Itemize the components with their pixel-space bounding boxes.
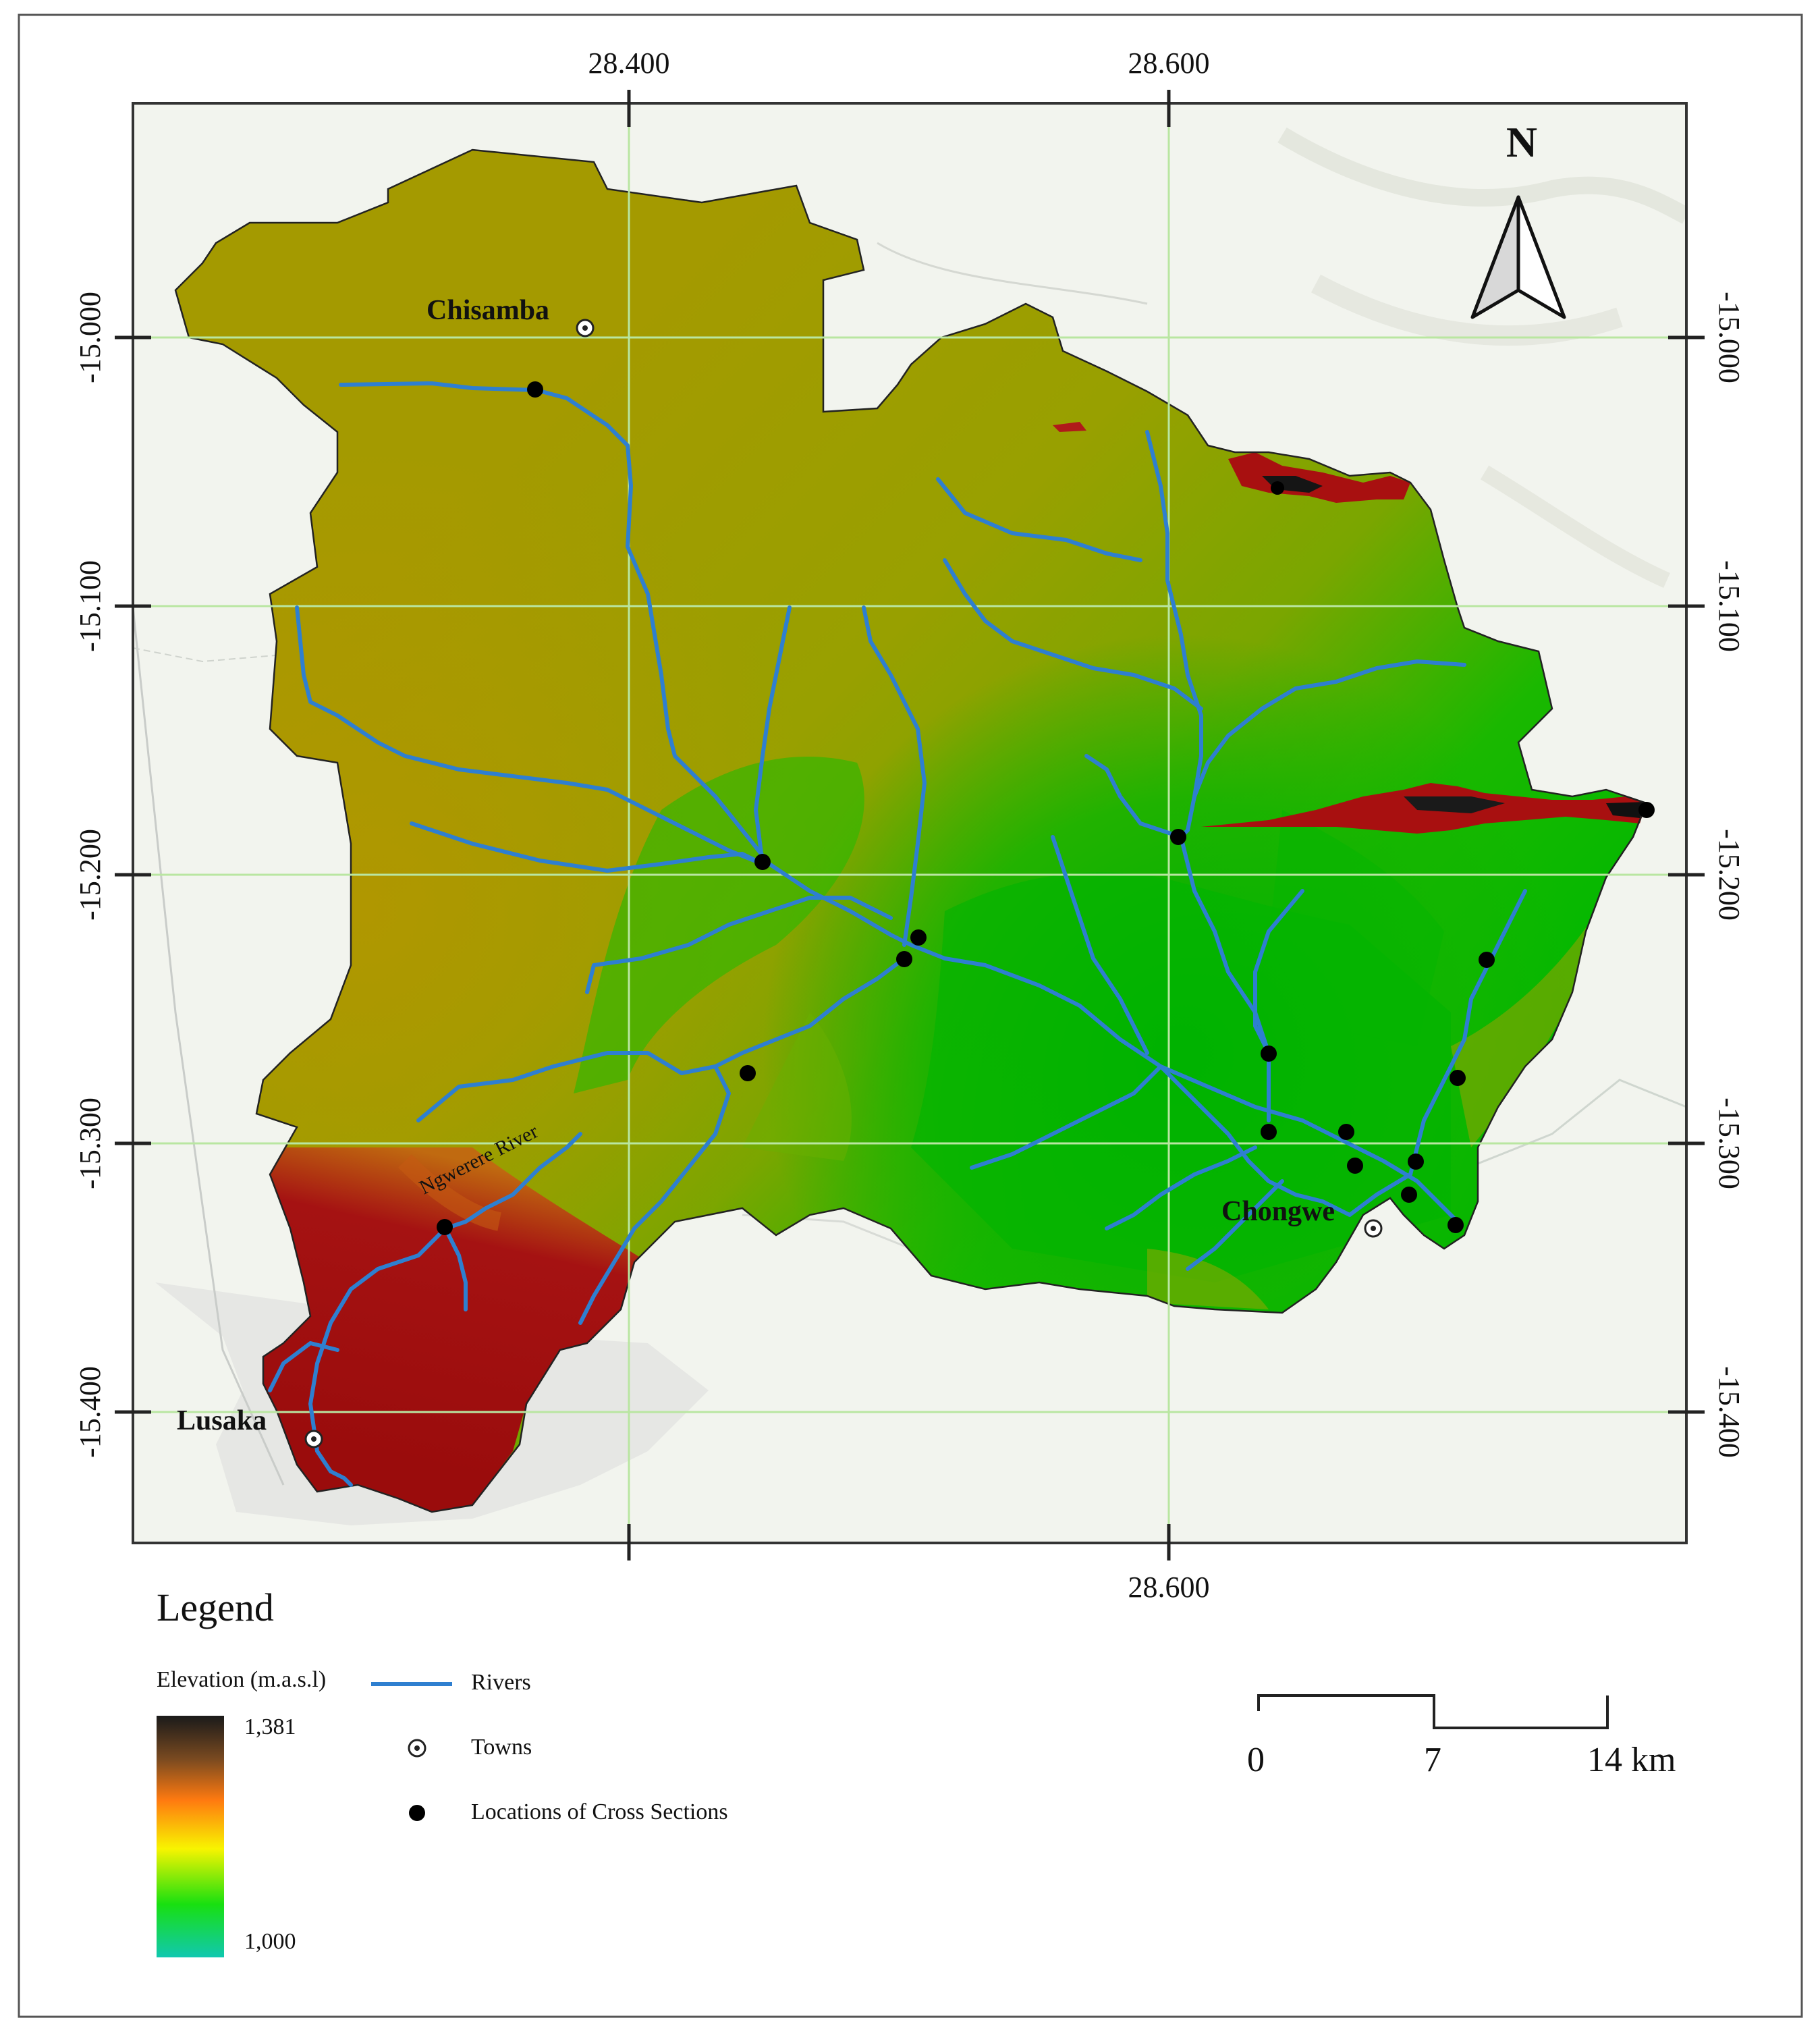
basin-boundary	[174, 148, 1648, 1513]
cross-section-point	[1450, 1070, 1466, 1086]
towns-legend-label: Towns	[471, 1735, 532, 1760]
elevation-color-ramp	[157, 1716, 224, 1957]
cross-section-point	[1271, 481, 1284, 495]
cross-section-point	[754, 854, 771, 870]
lat-label-right-15200: -15.200	[1713, 829, 1746, 921]
graticule	[133, 103, 1686, 1543]
cross-section-point	[1447, 1217, 1464, 1233]
lat-label-right-15300: -15.300	[1713, 1097, 1746, 1189]
lat-label-left-15300: -15.300	[74, 1097, 107, 1189]
cross-section-point	[1261, 1046, 1277, 1062]
town-marker-lusaka	[304, 1430, 323, 1448]
north-label: N	[1506, 118, 1537, 166]
lon-label-top-28400: 28.400	[588, 47, 670, 80]
lat-label-left-15100: -15.100	[74, 560, 107, 652]
town-marker-chongwe	[1364, 1219, 1383, 1238]
cross-sections-legend-label: Locations of Cross Sections	[471, 1799, 728, 1824]
lat-label-right-15100: -15.100	[1713, 560, 1746, 652]
lon-label-top-28600: 28.600	[1128, 47, 1210, 80]
map-frame	[132, 102, 1688, 1544]
lat-label-left-15200: -15.200	[74, 829, 107, 921]
scale-bar	[1257, 1694, 1609, 1729]
lat-label-right-15000: -15.000	[1713, 292, 1746, 383]
lat-label-right-15400: -15.400	[1713, 1366, 1746, 1458]
scale-label-7: 7	[1424, 1741, 1441, 1779]
elevation-legend-title: Elevation (m.a.s.l)	[157, 1667, 327, 1692]
north-arrow-icon	[1470, 195, 1566, 319]
cross-section-point	[1170, 829, 1186, 845]
lon-label-bottom-28600: 28.600	[1128, 1571, 1210, 1604]
rivers-legend-label: Rivers	[471, 1670, 531, 1695]
towns-layer	[304, 319, 1383, 1448]
cross-section-point	[1347, 1158, 1363, 1174]
frame-ticks	[115, 90, 1705, 1561]
elevation-max-label: 1,381	[244, 1714, 296, 1739]
figure-frame	[18, 13, 1803, 2018]
cross-section-point	[1261, 1124, 1277, 1140]
lat-label-left-15400: -15.400	[74, 1366, 107, 1458]
cross-section-point	[1408, 1154, 1424, 1170]
legend-title: Legend	[157, 1585, 274, 1629]
cross-section-legend-icon	[409, 1805, 425, 1821]
cross-section-points	[437, 381, 1655, 1235]
town-label-chisamba: Chisamba	[426, 295, 549, 326]
lat-label-left-15000: -15.000	[74, 292, 107, 383]
cross-section-point	[1338, 1124, 1354, 1140]
cross-section-point	[1638, 802, 1655, 818]
town-label-chongwe: Chongwe	[1221, 1196, 1335, 1227]
towns-legend-icon	[408, 1739, 426, 1758]
cross-section-point	[1401, 1187, 1417, 1203]
cross-section-point	[910, 929, 927, 946]
scale-label-14km: 14 km	[1587, 1741, 1676, 1779]
cross-section-point	[740, 1065, 756, 1081]
river-network	[268, 381, 1527, 1487]
cross-section-point	[527, 381, 543, 398]
town-label-lusaka: Lusaka	[177, 1405, 267, 1436]
cross-section-point	[437, 1219, 453, 1235]
elevation-min-label: 1,000	[244, 1929, 296, 1954]
town-marker-chisamba	[576, 319, 595, 337]
cross-section-point	[896, 951, 912, 967]
scale-label-0: 0	[1247, 1741, 1265, 1779]
cross-section-point	[1479, 952, 1495, 968]
